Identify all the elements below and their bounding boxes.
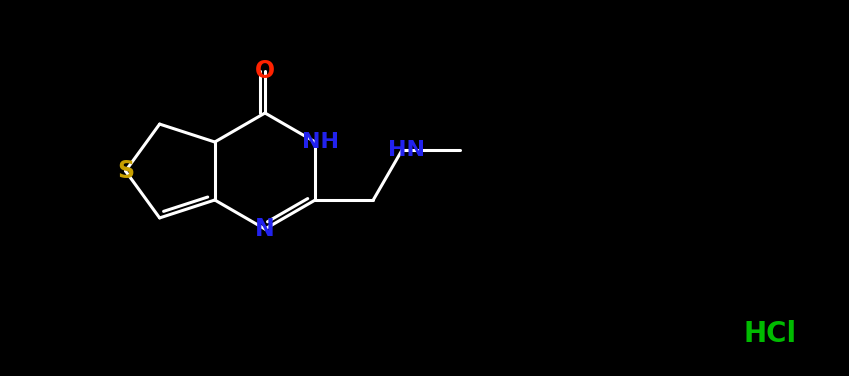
Text: S: S [117, 159, 134, 183]
Text: O: O [255, 59, 275, 83]
Text: HCl: HCl [744, 320, 796, 348]
Text: NH: NH [301, 132, 339, 152]
Text: N: N [256, 217, 275, 241]
Text: HN: HN [388, 140, 424, 160]
